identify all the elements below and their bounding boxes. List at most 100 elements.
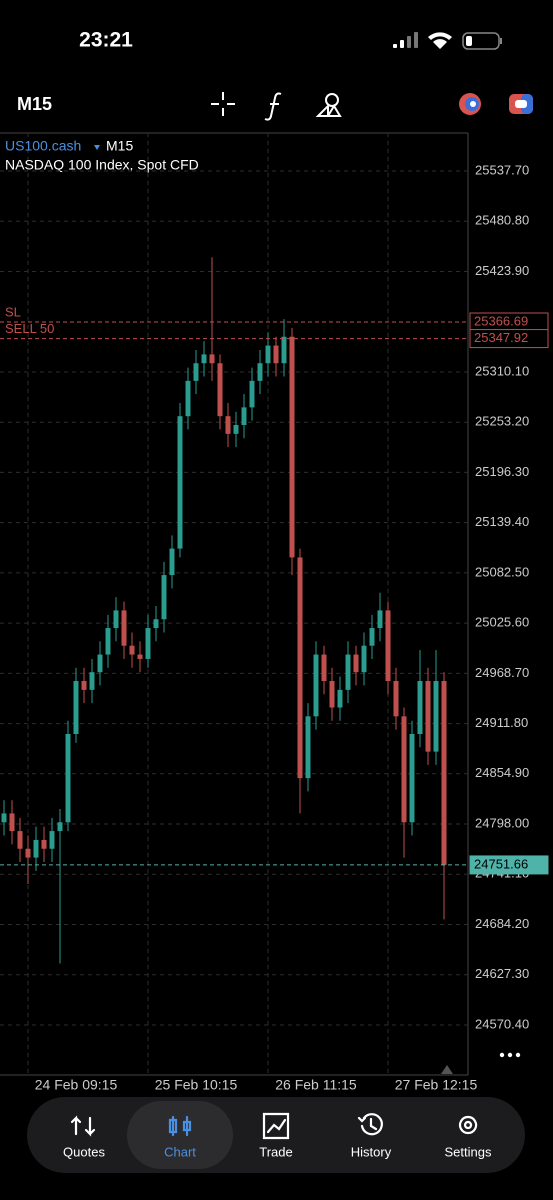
candle-body [73, 681, 79, 734]
candle-body [105, 628, 111, 655]
candle-body [33, 839, 39, 858]
level-tag [469, 329, 549, 349]
indicators-icon[interactable] [264, 92, 282, 121]
candle-body [441, 681, 447, 865]
candle-body [233, 425, 239, 434]
tab-label: Chart [164, 1144, 196, 1159]
y-tick-label: 24854.90 [475, 765, 529, 780]
candle-body [97, 654, 103, 673]
candle-body [201, 354, 207, 364]
candle-body [185, 380, 191, 417]
tab-icon [459, 1115, 478, 1135]
y-tick-label: 24968.70 [475, 665, 529, 680]
symbol: US100.cash [5, 138, 81, 154]
y-tick-label: 25537.70 [475, 162, 529, 177]
candle-body [241, 407, 247, 426]
x-tick-label: 27 Feb 12:15 [395, 1077, 478, 1093]
candle-body [49, 831, 55, 849]
candle-body [209, 354, 215, 364]
candle-body [297, 557, 303, 779]
candle-body [153, 619, 159, 629]
candle-body [145, 628, 151, 659]
y-tick-label: 25310.10 [475, 363, 529, 378]
candle-body [305, 716, 311, 779]
candle-body [281, 336, 287, 364]
tab[interactable]: Chart [127, 1101, 233, 1169]
candle-body [1, 813, 7, 823]
candle-body [289, 336, 295, 558]
trade-icon[interactable] [509, 94, 533, 114]
plot: 25537.70 25480.80 25423.90 25310.10 25253.20… [0, 162, 549, 1093]
level-price: 24751.66 [474, 856, 528, 871]
account-icon[interactable] [459, 93, 481, 115]
candle-body [161, 575, 167, 620]
candle-body [353, 654, 359, 673]
crosshair-icon[interactable] [211, 92, 235, 116]
candle-body [249, 380, 255, 408]
tab-icon [357, 1113, 383, 1136]
candle-body [9, 813, 15, 832]
candle-body [393, 681, 399, 717]
tab-label: Trade [259, 1144, 292, 1159]
y-tick-label: 25480.80 [475, 213, 529, 228]
candle-body [329, 681, 335, 708]
tab-icon [168, 1115, 192, 1137]
candle-body [361, 645, 367, 673]
candle-body [137, 654, 143, 659]
tabs: Quotes Chart Trade History Settings [63, 1101, 492, 1169]
level-price: 25366.69 [474, 313, 528, 328]
level-name: SELL 50 [5, 321, 54, 336]
tab-label: Settings [445, 1144, 492, 1159]
candle-body [385, 610, 391, 682]
level-price: 25347.92 [474, 330, 528, 345]
candle-body [433, 681, 439, 752]
scroll-marker [441, 1065, 453, 1074]
candle-body [345, 654, 351, 690]
y-tick-label: 25139.40 [475, 514, 529, 529]
x-tick-label: 24 Feb 09:15 [35, 1077, 118, 1093]
candle-body [65, 733, 71, 823]
candle-body [57, 822, 63, 832]
candle-body [409, 733, 415, 823]
candle-body [81, 681, 87, 690]
chart-subtitle: NASDAQ 100 Index, Spot CFD [5, 157, 199, 173]
candle-body [417, 681, 423, 734]
status-time: 23:21 [79, 29, 133, 52]
candle-body [177, 416, 183, 549]
candle-body [129, 645, 135, 655]
candle-body [121, 610, 127, 646]
candle-body [113, 610, 119, 629]
y-tick-label: 24684.20 [475, 916, 529, 931]
y-tick-label: 25025.60 [475, 615, 529, 630]
x-tick-label: 25 Feb 10:15 [155, 1077, 238, 1093]
candle-body [369, 628, 375, 646]
more-button[interactable] [499, 1052, 521, 1058]
tab[interactable]: Settings [445, 1115, 492, 1159]
candle-body [377, 610, 383, 629]
symbol-dropdown[interactable] [94, 145, 100, 150]
candle-body [313, 654, 319, 717]
tab-icon [70, 1115, 96, 1137]
tab-bar [27, 1097, 525, 1173]
candle-body [337, 689, 343, 708]
candle-body [217, 363, 223, 417]
candle-body [41, 839, 47, 849]
tab-highlight [127, 1101, 233, 1169]
x-tick-label: 26 Feb 11:15 [275, 1077, 357, 1093]
status-icons [393, 32, 502, 50]
tab[interactable]: Trade [259, 1112, 293, 1159]
tab[interactable]: Quotes [63, 1115, 105, 1159]
y-tick-label: 24911.80 [475, 715, 528, 730]
y-tick-label: 25082.50 [475, 564, 529, 579]
y-tick-label: 24570.40 [475, 1016, 529, 1031]
candle-body [89, 672, 95, 690]
y-tick-label: 25423.90 [475, 263, 529, 278]
y-tick-label: 25196.30 [475, 464, 529, 479]
objects-icon[interactable] [315, 93, 342, 117]
tab-label: History [351, 1144, 392, 1159]
candle-body [225, 416, 231, 434]
tab[interactable]: History [351, 1113, 392, 1159]
timeframe-button[interactable]: M15 [17, 94, 52, 114]
